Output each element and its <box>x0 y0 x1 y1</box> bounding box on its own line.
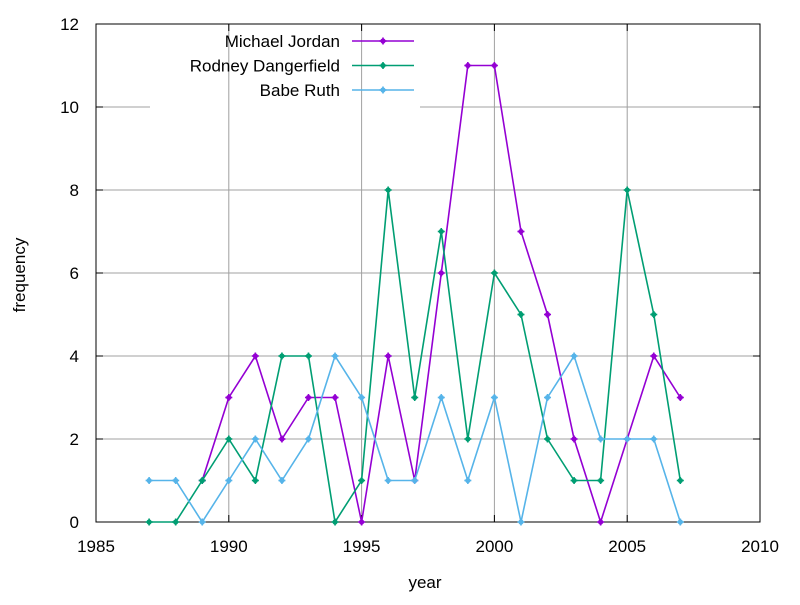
data-point <box>331 518 339 526</box>
data-point <box>225 477 233 484</box>
data-point <box>437 394 445 401</box>
data-point <box>544 394 552 401</box>
legend-marker <box>379 37 387 45</box>
data-point <box>411 477 419 484</box>
series-1 <box>145 186 684 526</box>
legend: Michael Jordan Rodney Dangerfield Babe Rut… <box>190 32 414 100</box>
y-tick-label: 2 <box>70 430 79 449</box>
axes: 1985 1990 1995 2000 2005 2010 0 2 4 6 8 10 12 <box>60 15 779 556</box>
data-point <box>570 477 578 484</box>
data-point <box>517 228 525 235</box>
data-point <box>464 435 472 443</box>
data-point <box>225 394 233 401</box>
data-point <box>331 394 339 401</box>
y-tick-label: 12 <box>60 15 79 34</box>
data-point <box>225 435 233 443</box>
y-axis-label: frequency <box>10 237 29 312</box>
data-point <box>437 228 445 235</box>
data-point <box>251 435 259 443</box>
data-point <box>384 477 392 484</box>
y-tick-label: 10 <box>60 98 79 117</box>
data-point <box>304 394 312 401</box>
y-tick-label: 6 <box>70 264 79 283</box>
data-point <box>384 352 392 360</box>
legend-label: Rodney Dangerfield <box>190 57 340 76</box>
data-point <box>490 394 498 401</box>
legend-label: Babe Ruth <box>260 81 340 100</box>
data-point <box>278 435 286 443</box>
data-point <box>411 394 419 401</box>
x-tick-label: 2010 <box>741 537 779 556</box>
y-tick-label: 0 <box>70 513 79 532</box>
data-point <box>304 352 312 360</box>
data-point <box>597 477 605 484</box>
series-lines <box>145 62 684 526</box>
x-tick-label: 1990 <box>210 537 248 556</box>
data-point <box>172 518 180 526</box>
data-point <box>358 477 366 484</box>
grid <box>96 24 760 522</box>
series-line <box>201 64 681 525</box>
y-tick-label: 8 <box>70 181 79 200</box>
legend-marker <box>379 62 387 69</box>
data-point <box>517 518 525 526</box>
data-point <box>650 311 658 318</box>
data-point <box>464 477 472 484</box>
data-point <box>384 186 392 194</box>
data-point <box>198 477 206 484</box>
data-point <box>145 477 153 484</box>
data-point <box>358 394 366 401</box>
data-point <box>304 435 312 443</box>
data-point <box>676 394 684 401</box>
x-tick-label: 1995 <box>343 537 381 556</box>
data-point <box>251 352 259 360</box>
data-point <box>358 518 366 526</box>
data-point <box>437 269 445 277</box>
legend-marker <box>379 86 387 94</box>
x-tick-label: 2000 <box>475 537 513 556</box>
data-point <box>145 518 153 526</box>
data-point <box>490 62 498 69</box>
data-point <box>278 352 286 360</box>
data-point <box>278 477 286 484</box>
data-point <box>172 477 180 484</box>
data-point <box>464 62 472 69</box>
x-tick-label: 1985 <box>77 537 115 556</box>
x-axis-label: year <box>408 573 441 592</box>
data-point <box>251 477 259 484</box>
data-point <box>650 352 658 360</box>
data-point <box>517 311 525 318</box>
data-point <box>544 435 552 443</box>
data-point <box>570 435 578 443</box>
series-0 <box>198 62 684 526</box>
data-point <box>676 477 684 484</box>
data-point <box>570 352 578 360</box>
data-point <box>623 186 631 194</box>
y-tick-label: 4 <box>70 347 79 366</box>
data-point <box>597 435 605 443</box>
data-point <box>676 518 684 526</box>
data-point <box>331 352 339 360</box>
data-point <box>650 435 658 443</box>
data-point <box>623 435 631 443</box>
data-point <box>490 269 498 277</box>
series-2 <box>145 352 684 526</box>
data-point <box>597 518 605 526</box>
x-tick-label: 2005 <box>608 537 646 556</box>
data-point <box>544 311 552 318</box>
data-point <box>198 518 206 526</box>
legend-label: Michael Jordan <box>225 32 340 51</box>
